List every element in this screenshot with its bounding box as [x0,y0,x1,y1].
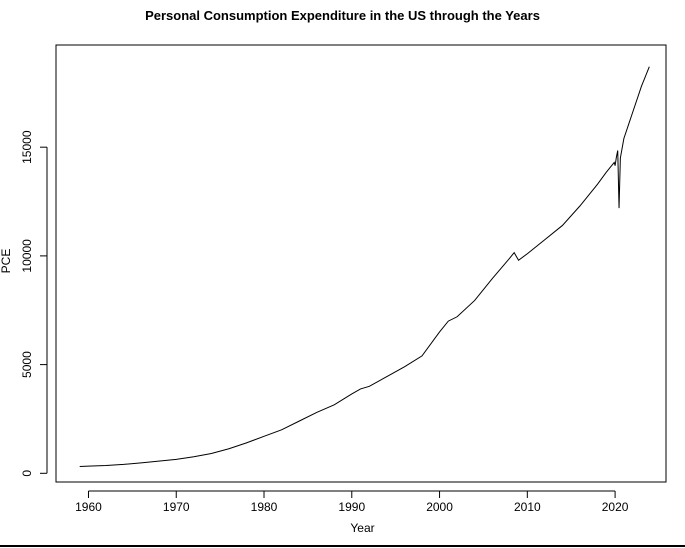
x-tick-label: 1970 [163,500,190,514]
x-tick-label: 2000 [426,500,453,514]
y-axis: 0 5000 10000 15000 [20,130,48,477]
y-axis-label: PCE [0,248,13,274]
x-tick-label: 2010 [514,500,541,514]
y-tick-label: 10000 [20,239,34,273]
x-tick-label: 1960 [75,500,102,514]
x-tick-label: 1980 [251,500,278,514]
series-line-pce [79,66,650,468]
plot-frame [55,44,667,483]
bottom-border [0,545,685,547]
x-tick-label: 1990 [338,500,365,514]
y-tick-label: 0 [20,470,34,477]
y-tick-label: 15000 [20,130,34,164]
x-tick-label: 2020 [602,500,629,514]
x-axis-label: Year [350,521,375,535]
chart-title: Personal Consumption Expenditure in the … [145,8,540,23]
x-axis: 1960 1970 1980 1990 2000 2010 2020 [75,490,629,514]
y-tick-label: 5000 [20,351,34,378]
